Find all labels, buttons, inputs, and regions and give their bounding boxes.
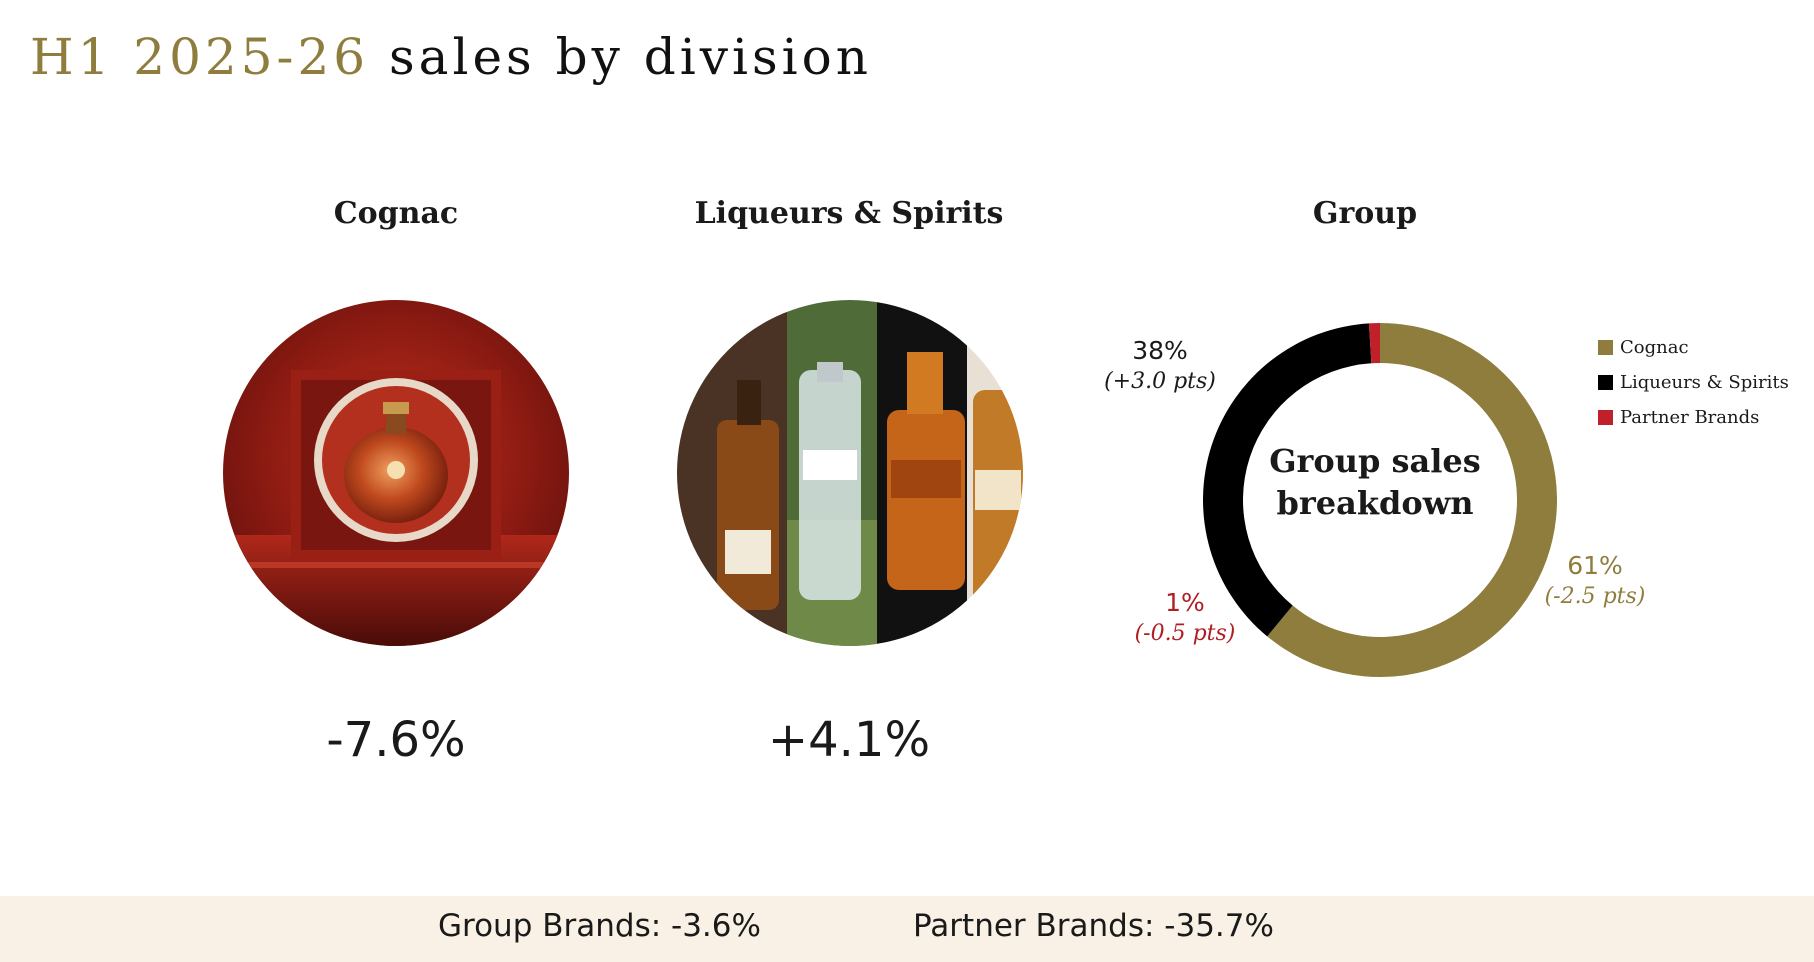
- legend-item-cognac: Cognac: [1598, 330, 1789, 365]
- chart-legend: Cognac Liqueurs & Spirits Partner Brands: [1598, 330, 1789, 435]
- donut-slice-partner-brands: [1368, 323, 1380, 364]
- group-donut-chart: [1180, 300, 1580, 700]
- footer-partner-brands: Partner Brands: -35.7%: [913, 908, 1274, 944]
- cognac-slice-pct: 61%: [1567, 551, 1623, 580]
- liqueurs-photo: [677, 300, 1023, 646]
- donut-slice-liqueurs-spirits: [1203, 323, 1372, 637]
- donut-svg: [1203, 323, 1557, 677]
- page-title-period: H1 2025-26: [30, 28, 370, 86]
- liqueurs-slice-pct: 38%: [1132, 336, 1188, 365]
- legend-swatch-cognac: [1598, 340, 1613, 355]
- partner-slice-pct: 1%: [1165, 588, 1205, 617]
- legend-item-partner: Partner Brands: [1598, 400, 1789, 435]
- legend-label-partner: Partner Brands: [1620, 407, 1760, 428]
- legend-item-liqueurs: Liqueurs & Spirits: [1598, 365, 1789, 400]
- group-heading: Group: [1312, 196, 1418, 231]
- legend-swatch-partner: [1598, 410, 1613, 425]
- page-title: H1 2025-26 sales by division: [30, 28, 872, 86]
- cognac-growth: -7.6%: [326, 712, 466, 768]
- donut-slice-cognac: [1267, 323, 1557, 677]
- cognac-slice-label: 61% (-2.5 pts): [1530, 551, 1660, 609]
- partner-slice-label: 1% (-0.5 pts): [1120, 588, 1250, 646]
- liqueurs-heading: Liqueurs & Spirits: [694, 196, 1004, 231]
- legend-label-liqueurs: Liqueurs & Spirits: [1620, 372, 1789, 393]
- page-title-text: sales by division: [388, 28, 872, 86]
- liqueurs-slice-label: 38% (+3.0 pts): [1095, 336, 1225, 394]
- donut-center-line1: Group sales: [1269, 442, 1481, 480]
- cognac-heading: Cognac: [333, 196, 459, 231]
- partner-slice-change: (-0.5 pts): [1134, 621, 1236, 646]
- liqueurs-slice-change: (+3.0 pts): [1104, 369, 1216, 394]
- legend-label-cognac: Cognac: [1620, 337, 1689, 358]
- footer-group-brands: Group Brands: -3.6%: [438, 908, 761, 944]
- legend-swatch-liqueurs: [1598, 375, 1613, 390]
- cognac-photo: [223, 300, 569, 646]
- donut-center-line2: breakdown: [1276, 484, 1474, 522]
- donut-center-text: Group sales breakdown: [1235, 440, 1515, 524]
- footer-bar: Group Brands: -3.6% Partner Brands: -35.…: [0, 896, 1814, 962]
- cognac-slice-change: (-2.5 pts): [1544, 584, 1646, 609]
- liqueurs-growth: +4.1%: [767, 712, 931, 768]
